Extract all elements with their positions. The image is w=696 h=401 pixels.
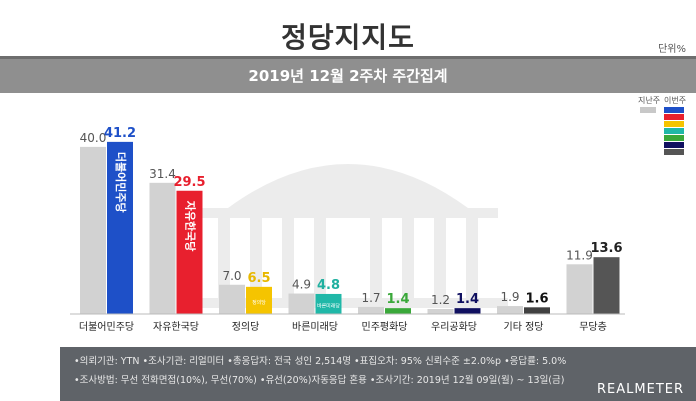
category-label: 무당층 — [579, 321, 607, 333]
category-label: 더불어민주당 — [79, 321, 134, 333]
bar-prev — [427, 308, 454, 314]
legend-cur-swatch — [664, 114, 684, 120]
legend-prev-label: 지난주 — [638, 96, 661, 105]
value-label-cur: 1.4 — [456, 292, 479, 307]
legend-cur-swatch — [664, 107, 684, 113]
bar-cur — [246, 286, 272, 314]
bar-inner-logo: 정의당 — [252, 299, 266, 306]
value-label-prev: 1.7 — [361, 291, 380, 305]
unit-label: 단위% — [658, 44, 686, 55]
value-label-cur: 6.5 — [247, 271, 270, 286]
bar-prev — [288, 293, 315, 314]
value-label-prev: 40.0 — [80, 131, 107, 145]
bar-cur — [315, 293, 342, 314]
bar-prev — [149, 182, 176, 314]
survey-info-footer: •의뢰기관: YTN •조사기관: 리얼미터 •총응답자: 전국 성인 2,51… — [60, 347, 696, 401]
legend-cur-swatch — [664, 135, 684, 141]
value-label-prev: 1.9 — [500, 290, 519, 304]
bar-cur — [593, 257, 620, 314]
bar-cur — [176, 190, 203, 314]
bar-cur — [107, 141, 133, 314]
chart-title: 정당지지도 — [281, 21, 415, 54]
legend-cur-swatch — [664, 128, 684, 134]
value-label-prev: 31.4 — [149, 167, 176, 181]
legend-cur-swatch — [664, 149, 684, 155]
bar-cur — [454, 308, 481, 314]
bar-cur — [385, 308, 411, 314]
value-label-cur: 4.8 — [317, 278, 340, 293]
bar-prev — [219, 284, 245, 314]
value-label-prev: 11.9 — [566, 248, 593, 262]
footer-line-1: •의뢰기관: YTN •조사기관: 리얼미터 •총응답자: 전국 성인 2,51… — [74, 356, 567, 367]
value-label-cur: 41.2 — [104, 126, 136, 141]
category-label: 우리공화당 — [431, 321, 477, 333]
brand-logo: REALMETER — [597, 382, 684, 397]
parliament-building-watermark — [188, 164, 508, 308]
bar-prev — [80, 146, 106, 314]
value-label-cur: 1.6 — [525, 291, 548, 306]
value-label-cur: 13.6 — [590, 241, 622, 256]
category-label: 자유한국당 — [153, 321, 199, 333]
category-label: 바른미래당 — [292, 321, 338, 333]
value-label-prev: 4.9 — [292, 278, 311, 292]
category-label: 정의당 — [232, 321, 260, 333]
legend-cur-swatch — [664, 121, 684, 127]
value-label-cur: 1.4 — [386, 292, 409, 307]
legend-cur-swatch — [664, 142, 684, 148]
subtitle-band: 2019년 12월 2주차 주간집계 — [0, 56, 696, 93]
bar-prev — [358, 306, 384, 314]
category-label: 기타 정당 — [504, 321, 544, 333]
bar-inner-label: 자유한국당 — [184, 201, 198, 252]
value-labels: 40.041.2 31.429.5 7.0 6.5 4.9 4.8 1.7 1.4 1.2 1.4… — [80, 126, 623, 307]
category-label: 민주평화당 — [362, 321, 408, 333]
value-label-prev: 7.0 — [222, 269, 241, 283]
bar-inner-label: 더불어민주당 — [114, 152, 128, 213]
bar-inner-logo: 바른미래당 — [317, 302, 340, 309]
bar-prev — [497, 306, 523, 314]
value-label-cur: 29.5 — [173, 175, 205, 190]
value-label-prev: 1.2 — [431, 293, 450, 307]
bar-cur — [524, 307, 550, 314]
legend-prev-swatch — [640, 107, 656, 113]
legend-cur-label: 이번주 — [664, 96, 687, 105]
category-labels: 더불어민주당 자유한국당 정의당 바른미래당 민주평화당 우리공화당 기타 정당 무당층 — [79, 321, 607, 333]
footer-line-2: •조사방법: 무선 전화면접(10%), 무선(70%) •유선(20%)자동응… — [74, 375, 565, 386]
chart-subtitle: 2019년 12월 2주차 주간집계 — [248, 67, 448, 85]
bar-prev — [566, 264, 593, 314]
